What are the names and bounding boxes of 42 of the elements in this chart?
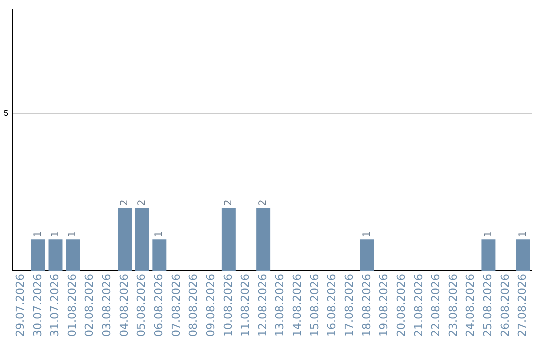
data-label: 1 — [33, 231, 44, 238]
data-label: 1 — [483, 231, 494, 238]
x-tick-label: 24.08.2026 — [464, 274, 478, 338]
y-tick-label: 5 — [4, 108, 9, 118]
data-label: 2 — [136, 200, 148, 206]
data-label: 2 — [258, 200, 270, 206]
x-tick-label: 23.08.2026 — [446, 274, 460, 338]
x-tick-label: 08.08.2026 — [187, 274, 200, 338]
x-tick-label: 16.08.2026 — [326, 274, 339, 338]
x-tick-label: 21.08.2026 — [412, 274, 426, 338]
x-tick-label: 19.08.2026 — [378, 274, 391, 338]
data-label: 1 — [518, 231, 529, 238]
x-tick-label: 25.08.2026 — [482, 274, 495, 338]
x-tick-label: 02.08.2026 — [83, 274, 96, 338]
x-tick-label: 30.07.2026 — [31, 274, 44, 338]
x-tick-label: 27.08.2026 — [516, 274, 530, 338]
x-tick-label: 20.08.2026 — [394, 274, 408, 338]
x-tick-label: 17.08.2026 — [343, 274, 356, 338]
x-tick-label: 03.08.2026 — [100, 274, 114, 338]
x-tick-label: 05.08.2026 — [135, 274, 148, 338]
x-tick-label: 04.08.2026 — [118, 274, 131, 338]
data-label: 1 — [68, 231, 79, 238]
x-tick-label: 15.08.2026 — [308, 274, 322, 338]
x-tick-label: 01.08.2026 — [66, 274, 79, 338]
x-tick-label: 26.08.2026 — [498, 274, 512, 338]
x-tick-label: 06.08.2026 — [152, 274, 166, 338]
data-label: 1 — [154, 231, 166, 238]
x-tick-label: 11.08.2026 — [239, 274, 252, 338]
x-tick-label: 22.08.2026 — [430, 274, 443, 338]
x-tick-label: 10.08.2026 — [222, 274, 235, 338]
x-tick-label: 29.07.2026 — [14, 274, 27, 338]
x-tick-label: 14.08.2026 — [291, 274, 304, 338]
data-label: 1 — [362, 231, 374, 238]
data-label: 2 — [224, 200, 235, 206]
x-tick-label: 07.08.2026 — [170, 274, 183, 338]
data-label: 2 — [120, 200, 131, 206]
x-tick-label: 09.08.2026 — [204, 274, 218, 338]
data-label: 1 — [50, 231, 62, 238]
x-tick-label: 12.08.2026 — [256, 274, 270, 338]
x-tick-label: 18.08.2026 — [360, 274, 374, 338]
x-tick-label: 13.08.2026 — [274, 274, 287, 338]
x-tick-label: 31.07.2026 — [48, 274, 62, 338]
